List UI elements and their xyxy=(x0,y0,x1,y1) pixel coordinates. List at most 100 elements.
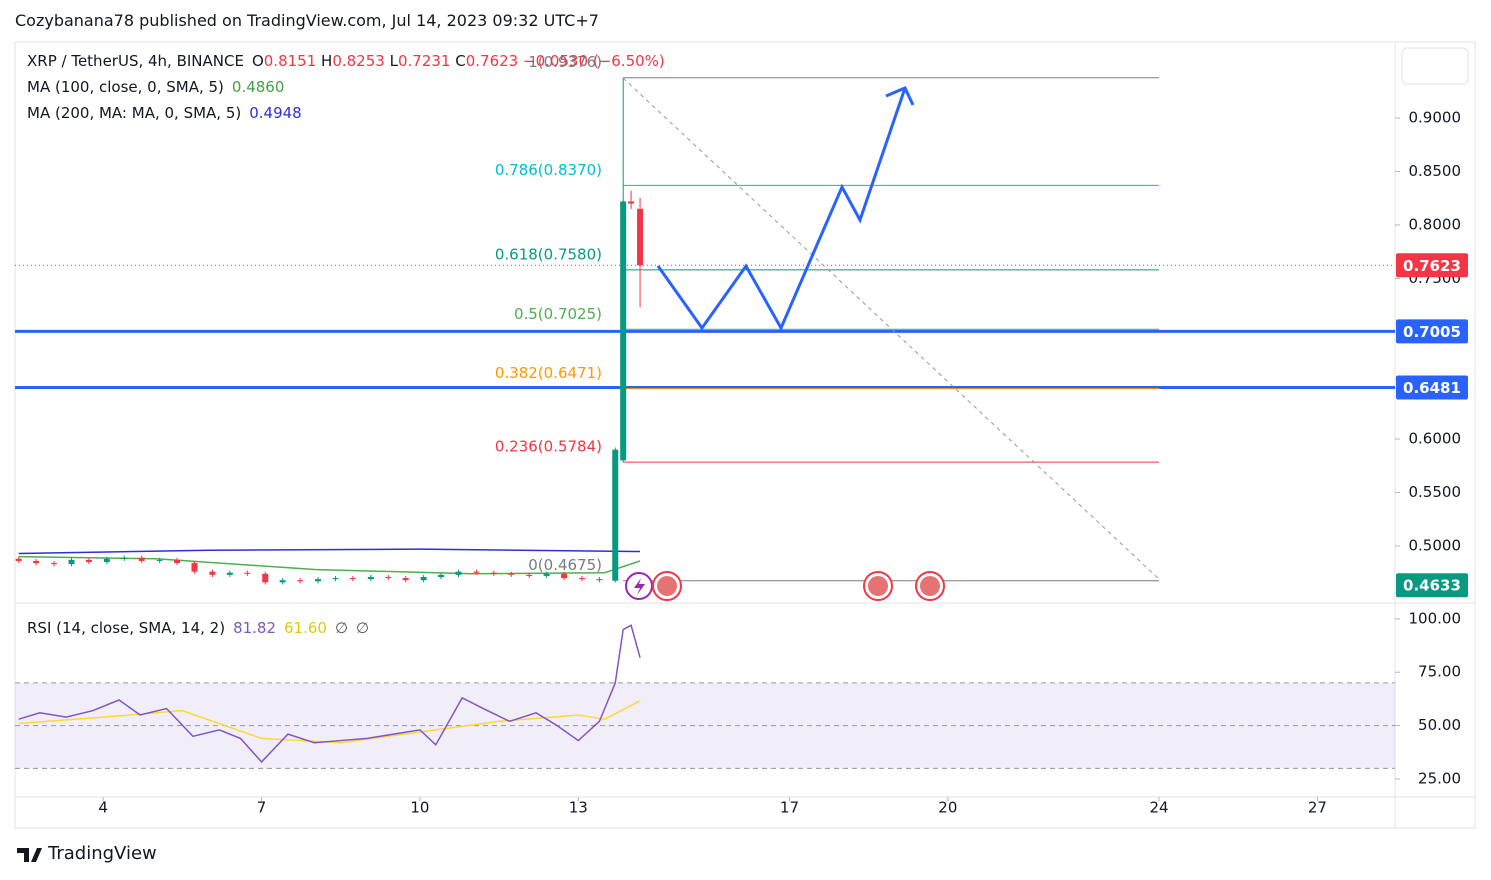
rsi-y-tick-label: 50.00 xyxy=(1418,716,1461,734)
candle-body xyxy=(578,578,585,580)
rsi-y-tick-label: 25.00 xyxy=(1418,769,1461,787)
rsi-value: ∅ xyxy=(334,619,349,637)
candle-body xyxy=(637,208,644,266)
o-label: O xyxy=(251,52,264,70)
fib-label: 0.236(0.5784) xyxy=(495,438,602,456)
x-tick-label: 20 xyxy=(938,799,957,817)
candle-body xyxy=(103,558,110,563)
candle-body xyxy=(561,573,568,579)
candle-body xyxy=(402,578,409,581)
x-tick-label: 10 xyxy=(410,799,429,817)
publish-title: Cozybanana78 published on TradingView.co… xyxy=(15,11,599,30)
rsi-value: ∅ xyxy=(356,619,370,637)
rsi-y-tick-label: 75.00 xyxy=(1418,663,1461,681)
projection-path xyxy=(656,87,907,332)
flag xyxy=(868,576,888,596)
candle-body xyxy=(455,571,462,575)
h-label: H xyxy=(321,52,333,70)
candle-body xyxy=(68,559,75,565)
candle-body xyxy=(33,560,40,564)
ohlc: O0.8151 H0.8253 L0.7231 C0.7623 −0.0530 … xyxy=(252,52,665,70)
candle-body xyxy=(262,573,269,583)
price-label-box xyxy=(1396,253,1468,278)
l-label: L xyxy=(389,52,398,70)
moving-average xyxy=(18,548,641,555)
change: −0.0530 (−6.50%) xyxy=(523,52,665,70)
x-tick-label: 17 xyxy=(780,799,799,817)
price-label: 0.7623 xyxy=(1403,257,1461,275)
flag xyxy=(920,576,940,596)
logo-mark xyxy=(17,848,42,862)
ma-legend: MA (200, MA: MA, 0, SMA, 5) 0.4948 xyxy=(27,104,302,122)
projection-arrowhead xyxy=(885,86,915,106)
c-label: C xyxy=(455,52,466,70)
fib-label: 0(0.4675) xyxy=(528,556,602,574)
logo xyxy=(17,848,42,862)
candle-body xyxy=(332,578,339,580)
rsi-value: 81.82 xyxy=(233,619,277,637)
moving-average xyxy=(18,555,641,575)
ma-legend: MA (100, close, 0, SMA, 5) 0.4860 xyxy=(27,78,284,96)
y-tick-label: 0.6000 xyxy=(1409,429,1462,447)
scale-button[interactable] xyxy=(1401,47,1469,85)
price-label-box xyxy=(1396,375,1468,400)
candle-body xyxy=(543,573,550,576)
rsi-legend: RSI (14, close, SMA, 14, 2) 81.82 61.60 … xyxy=(27,619,369,637)
plot-area: 0.90000.85000.80000.75000.60000.55000.50… xyxy=(15,53,1468,817)
y-tick-label: 0.8000 xyxy=(1409,215,1462,233)
price-label: 0.7005 xyxy=(1403,323,1461,341)
footer-brand: TradingView xyxy=(48,843,157,864)
candle-body xyxy=(15,558,22,561)
frame xyxy=(14,41,1476,829)
ma-value: 0.4860 xyxy=(231,78,285,96)
flag xyxy=(657,576,677,596)
fib-label: 1(0.9376) xyxy=(528,53,602,71)
y-tick-label: 0.9000 xyxy=(1409,108,1462,126)
rsi-line xyxy=(18,624,641,764)
candle-body xyxy=(628,201,635,204)
candle-body xyxy=(612,449,619,581)
candle-body xyxy=(385,576,392,579)
y-tick-label: 0.5000 xyxy=(1409,536,1462,554)
candle-body xyxy=(156,559,163,561)
price-label-box xyxy=(1396,573,1468,598)
x-tick-label: 24 xyxy=(1149,799,1168,817)
event-icons xyxy=(625,571,945,601)
open: 0.8151 xyxy=(263,52,317,70)
candle-body xyxy=(138,557,145,561)
rsi-name: RSI (14, close, SMA, 14, 2) xyxy=(27,619,226,637)
ma-name: MA (200, MA: MA, 0, SMA, 5) xyxy=(27,104,242,122)
lightning xyxy=(634,578,645,595)
rsi-value: 61.60 xyxy=(284,619,327,637)
candle-body xyxy=(526,574,533,576)
candle-body xyxy=(367,576,374,580)
y-tick-label: 0.5500 xyxy=(1409,483,1462,501)
y-tick-label: 0.8500 xyxy=(1409,162,1462,180)
low: 0.7231 xyxy=(397,52,451,70)
candle-body xyxy=(191,563,198,572)
high: 0.8253 xyxy=(332,52,385,70)
candle-body xyxy=(620,201,627,461)
close: 0.7623 xyxy=(465,52,519,70)
trend-dashed-line xyxy=(622,77,1161,581)
rsi-y-tick-label: 100.00 xyxy=(1409,609,1462,627)
candle-body xyxy=(121,557,128,559)
candle-body xyxy=(51,563,58,565)
candle-body xyxy=(174,559,181,564)
symbol-legend: XRP / TetherUS, 4h, BINANCE O0.8151 H0.8… xyxy=(27,52,665,70)
candle-body xyxy=(209,571,216,575)
price-label: 0.6481 xyxy=(1403,379,1461,397)
fib-label: 0.382(0.6471) xyxy=(495,364,602,382)
x-tick-label: 4 xyxy=(98,799,108,817)
price-label-box xyxy=(1396,319,1468,344)
ma-value: 0.4948 xyxy=(249,104,302,122)
candle-body xyxy=(490,572,497,574)
x-tick-label: 27 xyxy=(1308,799,1327,817)
candle-body xyxy=(297,580,304,582)
candle-body xyxy=(315,579,322,582)
x-tick-label: 7 xyxy=(257,799,267,817)
candle-body xyxy=(596,579,603,581)
candle-body xyxy=(226,572,233,575)
